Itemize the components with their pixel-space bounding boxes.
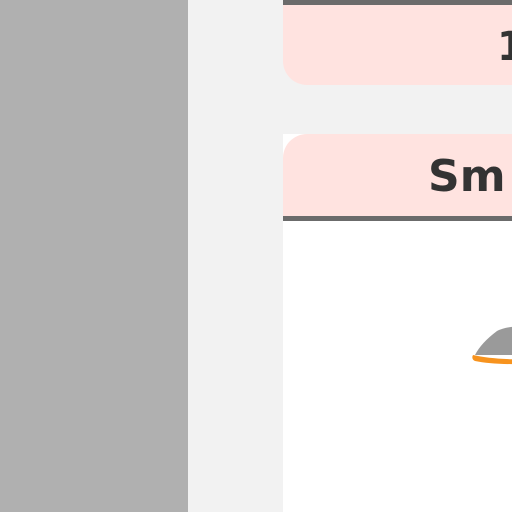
left-panel: [0, 0, 188, 512]
card-top[interactable]: 1: [283, 0, 512, 85]
shoe-icon: [472, 326, 512, 365]
gutter: [188, 0, 283, 512]
product-image-area[interactable]: [283, 221, 512, 512]
card-top-value: 1: [497, 24, 512, 70]
product-card[interactable]: Sm: [283, 134, 512, 512]
product-card-title: Sm: [428, 151, 506, 202]
product-card-header: Sm: [283, 134, 512, 221]
